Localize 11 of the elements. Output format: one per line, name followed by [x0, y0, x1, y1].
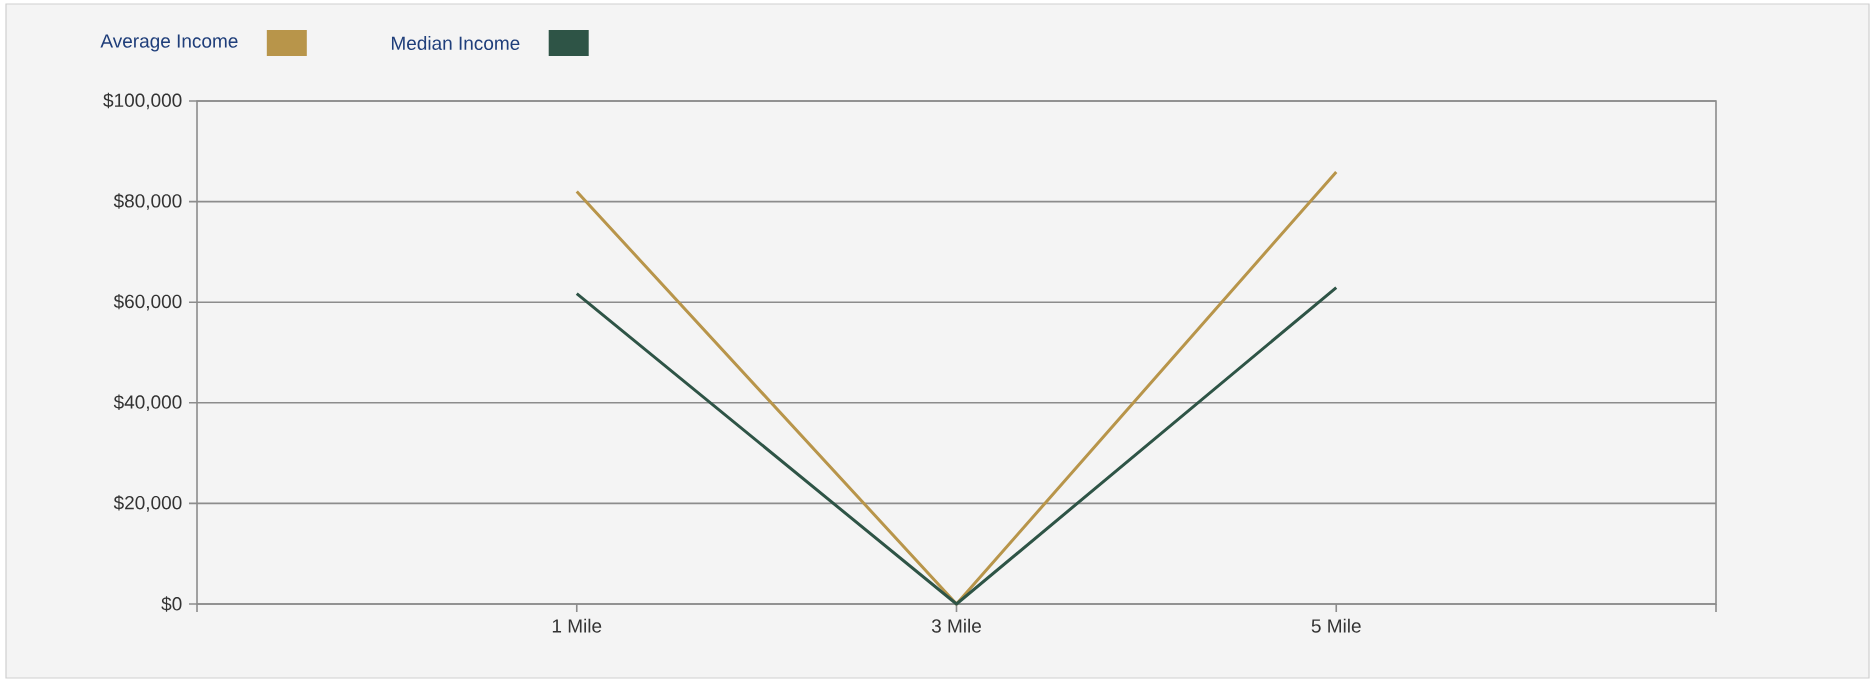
x-tick-label: 1 Mile — [552, 618, 602, 633]
y-tick-label: $40,000 — [113, 394, 182, 412]
y-tick-label: $60,000 — [113, 293, 182, 311]
x-tick-label: 3 Mile — [931, 618, 981, 633]
x-tick-label: 5 Mile — [1311, 618, 1361, 633]
y-tick-label: $20,000 — [113, 495, 182, 512]
y-tick-label: $100,000 — [103, 92, 182, 110]
y-tick-label: $0 — [161, 596, 182, 612]
legend-label: Average Income — [100, 34, 238, 52]
y-tick-label: $80,000 — [113, 193, 182, 210]
legend-label: Median Income — [391, 36, 520, 50]
